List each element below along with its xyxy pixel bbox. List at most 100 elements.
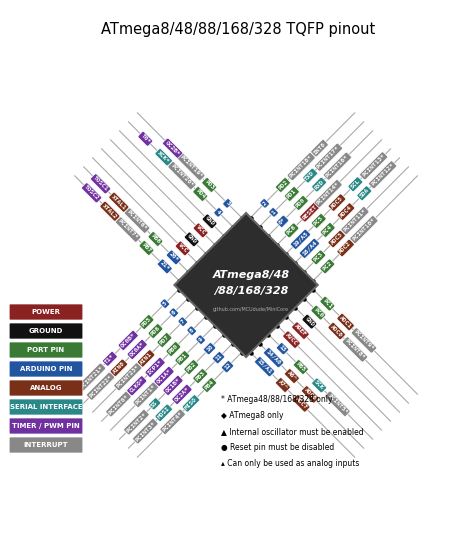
Text: 12: 12 bbox=[223, 362, 232, 371]
Text: MISO: MISO bbox=[184, 397, 198, 410]
Text: PCINT20*: PCINT20* bbox=[170, 163, 194, 188]
Text: PCINT10*: PCINT10* bbox=[352, 217, 376, 242]
Text: PCINT19*: PCINT19* bbox=[179, 154, 203, 179]
Text: XTAL2: XTAL2 bbox=[101, 203, 118, 220]
Text: A7^: A7^ bbox=[277, 379, 289, 391]
Text: PC0: PC0 bbox=[313, 307, 324, 319]
Text: 6: 6 bbox=[171, 310, 177, 316]
Text: PD3: PD3 bbox=[203, 179, 215, 191]
Text: PCINT2*: PCINT2* bbox=[125, 411, 147, 433]
Text: INTERRUPT: INTERRUPT bbox=[24, 442, 68, 448]
Text: PCINT6*: PCINT6* bbox=[126, 210, 148, 232]
Text: TIMER / PWM PIN: TIMER / PWM PIN bbox=[12, 423, 80, 429]
Text: ANALOG: ANALOG bbox=[30, 385, 62, 391]
Text: ADC4: ADC4 bbox=[339, 205, 353, 218]
Text: PCINT14*: PCINT14* bbox=[316, 181, 340, 206]
Text: AIN0: AIN0 bbox=[112, 361, 126, 375]
Text: SCL: SCL bbox=[350, 179, 361, 190]
Text: XTAL1: XTAL1 bbox=[110, 194, 127, 211]
Text: TXD: TXD bbox=[304, 170, 316, 181]
Text: AVCC: AVCC bbox=[284, 332, 299, 347]
Text: AIN1: AIN1 bbox=[139, 351, 153, 366]
Text: ● Reset pin must be disabled: ● Reset pin must be disabled bbox=[221, 443, 335, 452]
FancyBboxPatch shape bbox=[9, 380, 83, 396]
Text: TOSC1: TOSC1 bbox=[92, 175, 109, 192]
Text: GND: GND bbox=[304, 316, 315, 327]
Text: INT0: INT0 bbox=[312, 141, 327, 155]
Text: OC0B*: OC0B* bbox=[120, 332, 137, 349]
Text: PC2: PC2 bbox=[321, 260, 333, 272]
Text: SCK: SCK bbox=[313, 380, 325, 391]
Text: VCC: VCC bbox=[177, 243, 189, 254]
Text: PB3: PB3 bbox=[194, 371, 206, 382]
Text: OC2B*: OC2B* bbox=[164, 140, 181, 156]
Text: 10: 10 bbox=[205, 344, 214, 353]
Text: github.com/MCUdude/MiniCore: github.com/MCUdude/MiniCore bbox=[213, 306, 289, 311]
Text: PCINT8*: PCINT8* bbox=[344, 338, 366, 361]
Text: PB0: PB0 bbox=[168, 343, 179, 355]
Text: RXD: RXD bbox=[313, 179, 325, 190]
FancyBboxPatch shape bbox=[9, 304, 83, 320]
Text: ADC6: ADC6 bbox=[303, 387, 317, 401]
Text: POWER: POWER bbox=[31, 309, 61, 315]
Text: 20*: 20* bbox=[168, 252, 180, 263]
Text: PCINT9*: PCINT9* bbox=[353, 330, 375, 352]
Text: 4: 4 bbox=[216, 209, 222, 216]
FancyBboxPatch shape bbox=[9, 399, 83, 415]
Text: SERIAL INTERFACE: SERIAL INTERFACE bbox=[9, 404, 82, 410]
FancyBboxPatch shape bbox=[9, 342, 83, 358]
Text: OC1B*: OC1B* bbox=[164, 377, 182, 394]
Text: GND: GND bbox=[186, 233, 198, 245]
Text: PCINT12*: PCINT12* bbox=[370, 163, 395, 187]
Text: PD0: PD0 bbox=[295, 197, 307, 208]
Text: 15/A1: 15/A1 bbox=[256, 358, 273, 375]
Text: /88/168/328: /88/168/328 bbox=[214, 286, 288, 296]
Text: SS: SS bbox=[150, 399, 159, 408]
Text: 11: 11 bbox=[214, 353, 223, 362]
Text: ▲ Internal oscillator must be enabled: ▲ Internal oscillator must be enabled bbox=[221, 427, 364, 436]
Text: ARDUINO PIN: ARDUINO PIN bbox=[20, 366, 72, 372]
Text: SDA: SDA bbox=[358, 187, 370, 199]
Text: 18/A4: 18/A4 bbox=[301, 240, 318, 257]
Text: PC4: PC4 bbox=[322, 224, 333, 236]
Text: AREF: AREF bbox=[293, 324, 308, 338]
FancyBboxPatch shape bbox=[9, 437, 83, 453]
Text: MOSI: MOSI bbox=[156, 406, 171, 420]
Text: ADC3: ADC3 bbox=[329, 232, 344, 246]
Text: PB5: PB5 bbox=[295, 361, 307, 373]
Text: PD4: PD4 bbox=[194, 188, 206, 200]
Text: PB4: PB4 bbox=[203, 379, 215, 391]
Text: 5: 5 bbox=[162, 300, 168, 307]
Text: 0*: 0* bbox=[278, 217, 287, 226]
Text: GROUND: GROUND bbox=[29, 328, 63, 334]
Text: XCK*: XCK* bbox=[156, 150, 171, 164]
Text: PC5: PC5 bbox=[313, 215, 325, 227]
Text: PCINT16*: PCINT16* bbox=[325, 154, 350, 179]
Text: A6^: A6^ bbox=[286, 371, 298, 382]
Text: 14/A0: 14/A0 bbox=[265, 349, 282, 366]
Text: PCINT5*: PCINT5* bbox=[327, 393, 348, 415]
Polygon shape bbox=[174, 213, 318, 357]
Text: 8: 8 bbox=[189, 327, 195, 334]
Text: PC1: PC1 bbox=[321, 298, 333, 309]
FancyBboxPatch shape bbox=[9, 418, 83, 434]
Text: PB1: PB1 bbox=[177, 352, 188, 364]
Text: ADC0: ADC0 bbox=[329, 324, 344, 338]
Text: PCINT3*: PCINT3* bbox=[134, 420, 156, 442]
Text: OC2A*: OC2A* bbox=[173, 386, 191, 403]
Text: PCINT22*: PCINT22* bbox=[88, 374, 113, 399]
Text: ADC5: ADC5 bbox=[330, 196, 344, 210]
Text: PCINT13*: PCINT13* bbox=[361, 153, 386, 178]
Text: PCINT1*: PCINT1* bbox=[135, 384, 157, 406]
Text: 1: 1 bbox=[271, 209, 277, 216]
Text: PCINT4*: PCINT4* bbox=[162, 411, 183, 433]
Text: TOSC2: TOSC2 bbox=[83, 184, 100, 201]
Text: 13: 13 bbox=[278, 344, 287, 353]
Text: PORT PIN: PORT PIN bbox=[27, 347, 64, 353]
Text: PD1: PD1 bbox=[286, 188, 298, 200]
Text: PCINT11*: PCINT11* bbox=[343, 208, 367, 233]
Text: 19/A5: 19/A5 bbox=[292, 231, 309, 248]
Text: T1*: T1* bbox=[104, 353, 116, 364]
Text: VCC: VCC bbox=[195, 225, 206, 236]
Text: PCINT17*: PCINT17* bbox=[316, 145, 341, 170]
